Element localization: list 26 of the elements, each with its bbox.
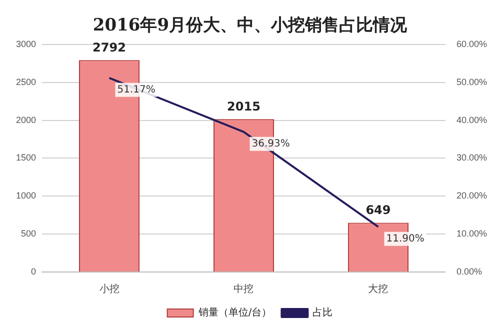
y-tick-label: 3000: [16, 38, 36, 49]
data-label: 11.90%: [386, 233, 424, 244]
data-label: 36.93%: [252, 138, 290, 150]
legend-label: 销量（单位/台）: [197, 306, 272, 319]
y2-tick-label: 0.00%: [456, 266, 482, 276]
y-tick-label: 1000: [16, 190, 36, 201]
legend-label: 占比: [312, 306, 333, 319]
data-label: 649: [366, 202, 391, 217]
data-label: 51.17%: [117, 84, 156, 96]
y-tick-label: 1500: [16, 152, 36, 163]
y2-tick-label: 20.00%: [456, 190, 488, 201]
data-label: 2015: [227, 99, 260, 114]
x-tick-label: 中挖: [234, 282, 254, 295]
y2-tick-label: 40.00%: [456, 114, 488, 125]
y2-tick-label: 30.00%: [456, 152, 488, 163]
x-tick-label: 大挖: [368, 282, 388, 295]
chart-title: 2016年9月份大、中、小挖销售占比情况: [92, 16, 408, 36]
y-tick-label: 2500: [16, 76, 36, 87]
y2-tick-label: 60.00%: [456, 38, 488, 49]
y2-tick-label: 50.00%: [456, 76, 488, 87]
y-tick-label: 500: [20, 228, 36, 239]
y-tick-label: 2000: [16, 114, 36, 125]
y-tick-label: 0: [31, 266, 36, 276]
y2-tick-label: 10.00%: [456, 228, 488, 239]
x-tick-label: 小挖: [99, 282, 120, 295]
data-label: 2792: [92, 40, 126, 54]
